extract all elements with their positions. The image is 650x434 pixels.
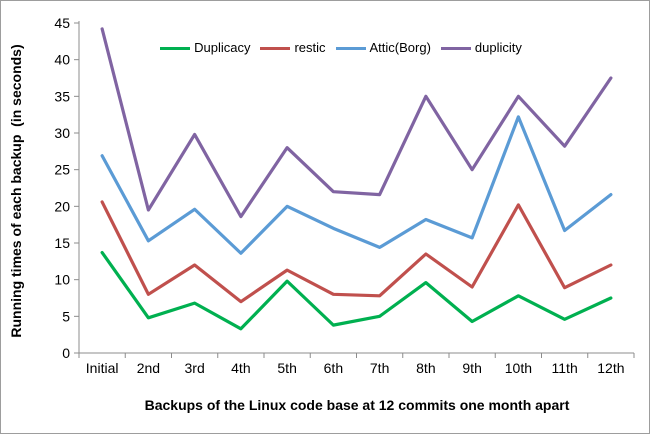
y-tick-label: 20 bbox=[54, 198, 70, 214]
legend-item-restic: restic bbox=[260, 40, 326, 56]
legend-line-swatch-attic-borg bbox=[335, 46, 366, 50]
series-line-restic bbox=[100, 200, 613, 304]
y-tick-label: 10 bbox=[54, 272, 70, 288]
legend-item-duplicity: duplicity bbox=[440, 40, 522, 56]
y-tick-label: 45 bbox=[54, 15, 70, 31]
legend-label-duplicacy: Duplicacy bbox=[194, 40, 251, 55]
series-line-duplicacy bbox=[100, 250, 613, 331]
y-tick-label: 40 bbox=[54, 52, 70, 68]
legend-line-swatch-restic bbox=[260, 46, 291, 50]
x-tick-label: 8th bbox=[416, 360, 435, 376]
series-line-duplicity bbox=[100, 27, 613, 219]
legend-label-attic-borg: Attic(Borg) bbox=[369, 40, 431, 55]
legend-label-restic: restic bbox=[294, 40, 326, 55]
x-tick-label: 9th bbox=[462, 360, 481, 376]
x-tick-label: 2nd bbox=[137, 360, 160, 376]
y-tick-label: 15 bbox=[54, 235, 70, 251]
y-tick-label: 0 bbox=[62, 345, 70, 361]
legend-line-swatch-duplicacy bbox=[160, 46, 191, 50]
legend-label-duplicity: duplicity bbox=[474, 40, 522, 55]
y-tick-label: 5 bbox=[62, 308, 70, 324]
legend-line-swatch-duplicity bbox=[440, 46, 471, 50]
legend: Duplicacy restic Attic(Borg) duplicity bbox=[31, 40, 649, 56]
x-tick-label: 12th bbox=[597, 360, 624, 376]
y-tick-label: 35 bbox=[54, 88, 70, 104]
legend-item-duplicacy: Duplicacy bbox=[160, 40, 250, 56]
x-tick-label: 4th bbox=[231, 360, 250, 376]
x-tick-label: 5th bbox=[277, 360, 296, 376]
y-axis-title: Running times of each backup (in seconds… bbox=[8, 44, 24, 338]
x-tick-label: 3rd bbox=[185, 360, 205, 376]
x-tick-label: 10th bbox=[505, 360, 532, 376]
x-tick-label: Initial bbox=[86, 360, 119, 376]
x-tick-label: 11th bbox=[552, 360, 578, 376]
legend-item-attic-borg: Attic(Borg) bbox=[335, 40, 431, 56]
x-axis-title: Backups of the Linux code base at 12 com… bbox=[144, 397, 570, 413]
y-tick-label: 30 bbox=[54, 125, 70, 141]
series-line-attic-borg bbox=[100, 115, 613, 255]
x-tick-label: 6th bbox=[324, 360, 343, 376]
y-tick-label: 25 bbox=[54, 162, 70, 178]
x-tick-label: 7th bbox=[370, 360, 389, 376]
